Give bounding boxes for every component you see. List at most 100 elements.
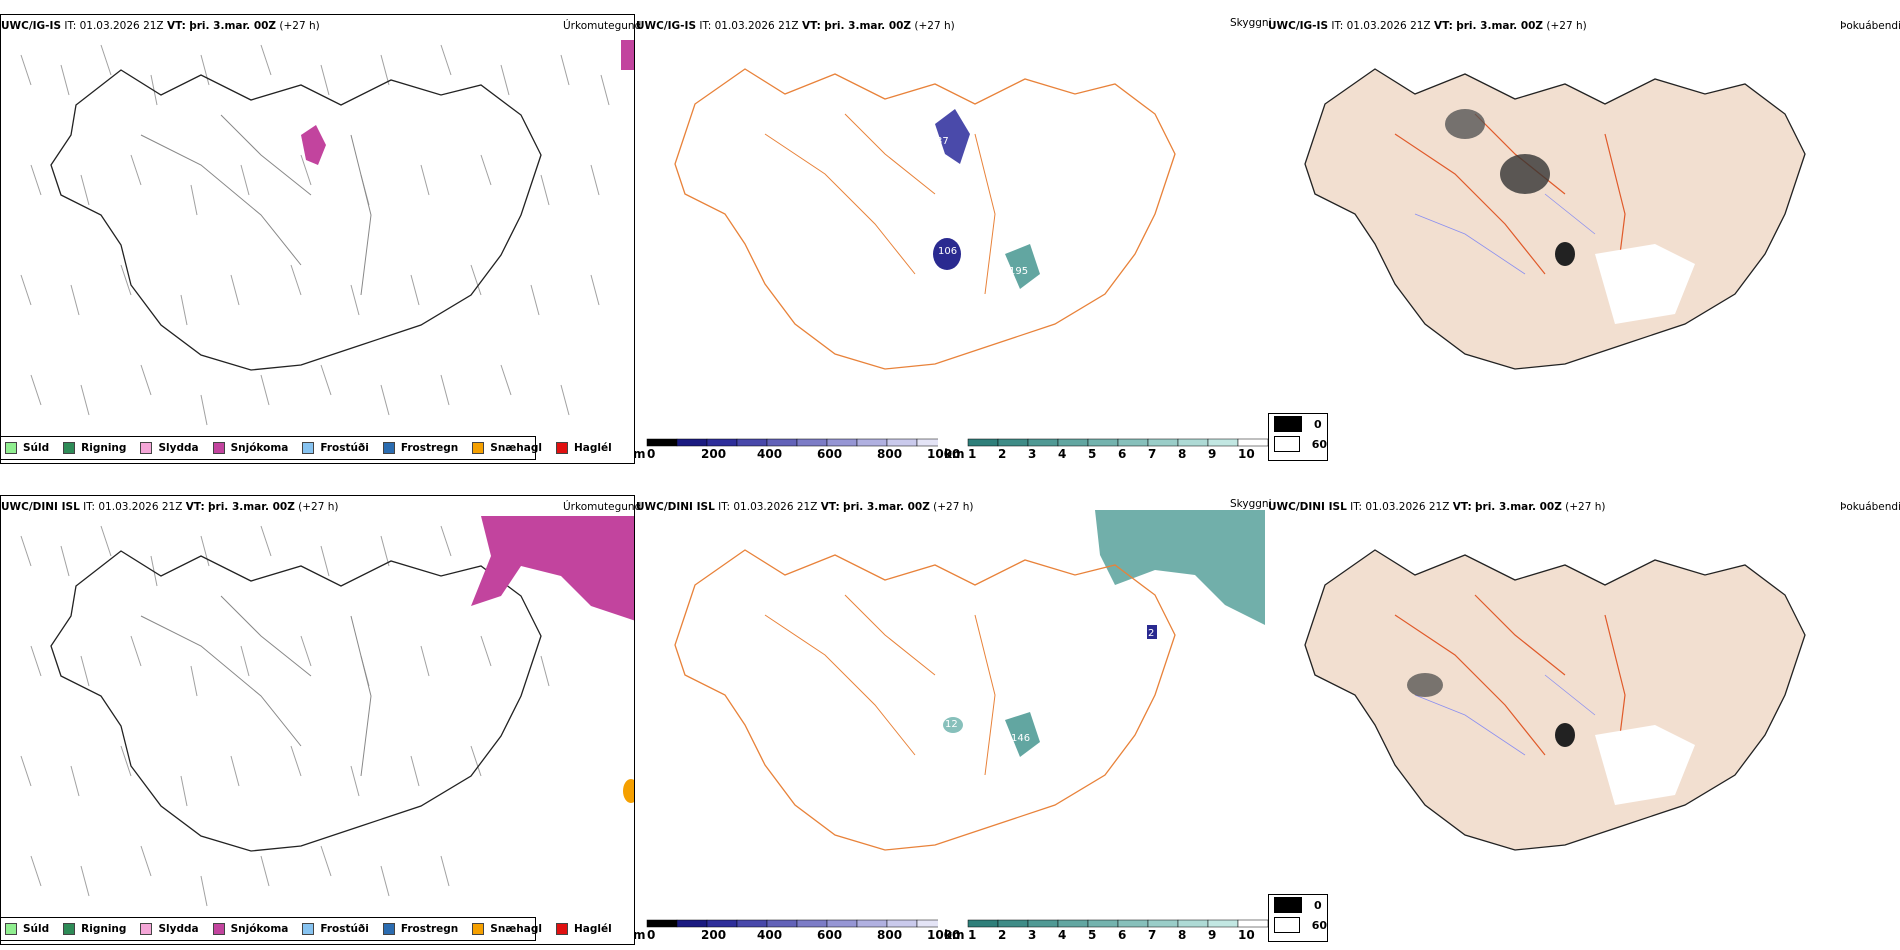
height-colorbar-swatch xyxy=(676,438,708,447)
legend-swatch xyxy=(555,442,568,454)
height-colorbar-swatch xyxy=(766,438,798,447)
precip-legend-bottom: Súld Rigning Slydda Snjókoma Frostúði Fr… xyxy=(0,917,612,941)
visibility-colorbar-swatch xyxy=(1177,919,1209,928)
visibility-colorbar-swatch xyxy=(1237,438,1269,447)
fog-panel-bottom xyxy=(1265,495,1900,915)
legend-swatch xyxy=(382,442,395,454)
height-colorbar-swatch xyxy=(736,438,768,447)
legend-swatch xyxy=(1274,897,1302,913)
visibility-colorbar-bottom: km 1 2 3 4 5 6 7 8 9 10 xyxy=(944,919,1270,943)
fog-map-bottom xyxy=(1304,549,1806,851)
height-colorbar-swatch xyxy=(886,919,918,928)
visibility-colorbar-swatch xyxy=(967,919,999,928)
height-colorbar-swatch xyxy=(856,438,888,447)
legend-swatch xyxy=(1274,436,1300,452)
legend-swatch xyxy=(63,442,76,454)
map-label: 37 xyxy=(936,136,949,147)
height-colorbar-swatch xyxy=(856,919,888,928)
visibility-colorbar-swatches xyxy=(967,438,1269,447)
visibility-map-top: 37 106 195 xyxy=(674,68,1176,370)
height-colorbar-swatch xyxy=(706,438,738,447)
map-label: 146 xyxy=(1011,733,1030,744)
visibility-colorbar-swatch xyxy=(1087,919,1119,928)
panel-title-precip-top: Úrkomutegund xyxy=(563,20,642,32)
legend-swatch xyxy=(63,923,76,935)
model-name: UWC/IG-IS xyxy=(1,20,62,32)
legend-swatch xyxy=(212,442,225,454)
height-colorbar-swatch xyxy=(766,919,798,928)
height-colorbar-swatch xyxy=(826,919,858,928)
panel-title-visibility-bottom: Skyggni xyxy=(1230,498,1272,510)
visibility-colorbar-swatch xyxy=(1237,919,1269,928)
header-bottom-fog: UWC/DINI ISL IT: 01.03.2026 21Z VT: þri.… xyxy=(1268,501,1606,513)
visibility-colorbar-swatch xyxy=(997,919,1029,928)
header-bottom-visibility: UWC/DINI ISL IT: 01.03.2026 21Z VT: þri.… xyxy=(636,501,974,513)
legend-swatch xyxy=(302,442,315,454)
visibility-map-bottom: 12 146 2 xyxy=(674,510,1265,851)
header-bottom-precip: UWC/DINI ISL IT: 01.03.2026 21Z VT: þri.… xyxy=(1,501,339,513)
precip-panel-top xyxy=(0,14,635,464)
height-colorbar-swatch xyxy=(646,438,678,447)
panel-title-precip-bottom: Úrkomutegund xyxy=(563,501,642,513)
height-colorbar-swatch xyxy=(676,919,708,928)
visibility-colorbar-swatch xyxy=(1057,919,1089,928)
height-colorbar-top: m 0 200 400 600 800 1000 xyxy=(633,438,960,462)
map-label: 12 xyxy=(945,719,958,730)
legend-swatch xyxy=(382,923,395,935)
precip-map-bottom xyxy=(20,516,634,907)
header-top-visibility: UWC/IG-IS IT: 01.03.2026 21Z VT: þri. 3.… xyxy=(636,20,955,32)
height-colorbar-swatch xyxy=(886,438,918,447)
visibility-colorbar-swatch xyxy=(1117,438,1149,447)
height-colorbar-swatch xyxy=(916,919,938,928)
precip-panel-bottom xyxy=(0,495,635,945)
panel-title-fog-bottom: Þokuábendi xyxy=(1840,501,1900,513)
height-colorbar-swatch xyxy=(646,919,678,928)
visibility-colorbar-swatches xyxy=(967,919,1269,928)
visibility-colorbar-swatch xyxy=(1207,919,1239,928)
legend-swatch xyxy=(1274,917,1300,933)
height-colorbar-swatch xyxy=(706,919,738,928)
legend-swatch xyxy=(212,923,225,935)
fog-legend-top: 0 60 xyxy=(1268,413,1328,461)
map-label: 2 xyxy=(1148,628,1154,639)
map-label: 195 xyxy=(1009,266,1028,277)
visibility-colorbar-swatch xyxy=(1147,919,1179,928)
legend-swatch xyxy=(140,442,153,454)
legend-swatch xyxy=(140,923,153,935)
height-colorbar-swatch xyxy=(826,438,858,447)
visibility-panel-bottom: 12 146 2 xyxy=(635,495,1265,915)
visibility-colorbar-swatch xyxy=(997,438,1029,447)
legend-swatch xyxy=(5,923,17,935)
visibility-colorbar-swatch xyxy=(1057,438,1089,447)
visibility-colorbar-swatch xyxy=(1177,438,1209,447)
legend-swatch xyxy=(5,442,17,454)
height-colorbar-swatches xyxy=(646,438,938,447)
visibility-panel-top: 37 106 195 xyxy=(635,14,1265,434)
legend-swatch xyxy=(472,442,485,454)
visibility-colorbar-top: km 1 2 3 4 5 6 7 8 9 10 xyxy=(944,438,1270,462)
precip-legend-top: Súld Rigning Slydda Snjókoma Frostúði Fr… xyxy=(0,436,612,460)
legend-swatch xyxy=(1274,416,1302,432)
height-colorbar-swatch xyxy=(796,438,828,447)
panel-title-visibility-top: Skyggni xyxy=(1230,17,1272,29)
fog-panel-top xyxy=(1265,14,1900,434)
visibility-colorbar-swatch xyxy=(967,438,999,447)
height-colorbar-bottom: m 0 200 400 600 800 1000 xyxy=(633,919,960,943)
height-colorbar-swatch xyxy=(916,438,938,447)
visibility-colorbar-swatch xyxy=(1147,438,1179,447)
precip-map-top xyxy=(20,40,634,426)
visibility-colorbar-swatch xyxy=(1027,919,1059,928)
legend-swatch xyxy=(302,923,315,935)
header-top-precip: UWC/IG-IS IT: 01.03.2026 21Z VT: þri. 3.… xyxy=(1,20,320,32)
height-colorbar-swatches xyxy=(646,919,938,928)
fog-legend-bottom: 0 60 xyxy=(1268,894,1328,942)
legend-swatch xyxy=(472,923,485,935)
legend-swatch xyxy=(555,923,568,935)
height-colorbar-swatch xyxy=(736,919,768,928)
visibility-colorbar-swatch xyxy=(1207,438,1239,447)
fog-map-top xyxy=(1304,68,1806,370)
header-top-fog: UWC/IG-IS IT: 01.03.2026 21Z VT: þri. 3.… xyxy=(1268,20,1587,32)
visibility-colorbar-swatch xyxy=(1117,919,1149,928)
map-label: 106 xyxy=(938,246,957,257)
height-colorbar-swatch xyxy=(796,919,828,928)
